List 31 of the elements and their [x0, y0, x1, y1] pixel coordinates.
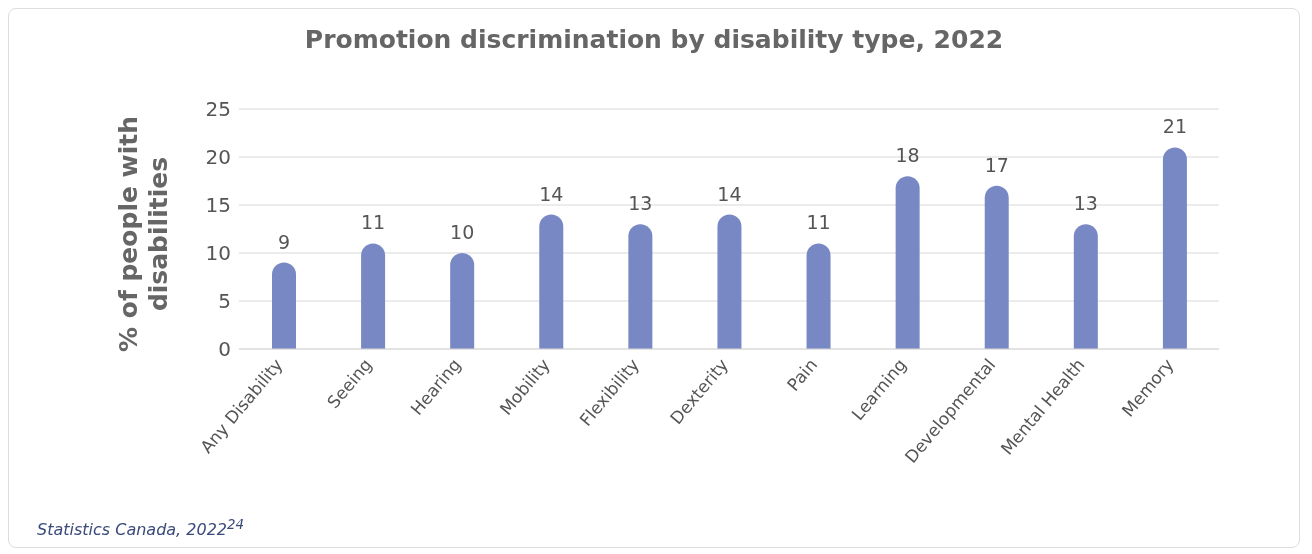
y-axis-title: % of people with disabilities [114, 114, 174, 355]
bar [272, 262, 296, 349]
y-tick-label: 25 [205, 97, 231, 122]
bar [806, 243, 831, 349]
data-label: 17 [984, 153, 1009, 176]
data-label: 13 [1073, 192, 1098, 215]
data-label: 14 [539, 182, 564, 205]
y-tick-label: 5 [218, 289, 231, 314]
data-label: 14 [717, 182, 742, 205]
bar [1162, 147, 1187, 349]
data-label: 18 [895, 144, 920, 167]
data-label: 9 [277, 230, 291, 253]
chart-title: Promotion discrimination by disability type, 2022 [303, 25, 1005, 54]
y-tick-label: 0 [218, 337, 231, 362]
bar [895, 176, 920, 349]
bar [450, 253, 475, 349]
bar [984, 185, 1009, 349]
bar [361, 243, 386, 349]
data-label: 11 [361, 211, 386, 234]
y-tick-label: 10 [205, 241, 231, 266]
bar [717, 214, 742, 349]
text: Statistics Canada, 2022$^{24}$ [37, 516, 244, 539]
data-label: 21 [1162, 115, 1187, 138]
data-label: 10 [450, 221, 475, 243]
data-label: 13 [628, 192, 653, 215]
bar [539, 214, 564, 349]
bar [1073, 224, 1098, 349]
data-label: 11 [806, 211, 831, 234]
bar [628, 224, 653, 349]
y-tick-label: 15 [205, 193, 231, 218]
y-tick-label: 20 [205, 145, 231, 170]
